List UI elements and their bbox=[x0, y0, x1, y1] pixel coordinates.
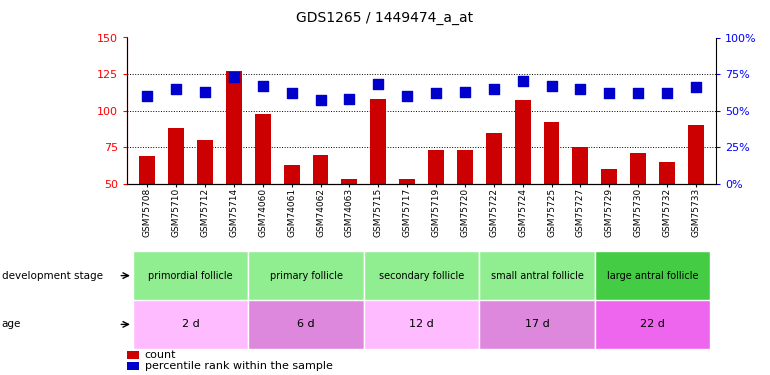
Text: count: count bbox=[145, 350, 176, 360]
Text: large antral follicle: large antral follicle bbox=[607, 271, 698, 280]
Point bbox=[141, 93, 153, 99]
Text: GDS1265 / 1449474_a_at: GDS1265 / 1449474_a_at bbox=[296, 11, 474, 25]
Bar bbox=[630, 153, 646, 184]
Bar bbox=[283, 165, 300, 184]
Bar bbox=[514, 100, 531, 184]
Bar bbox=[248, 251, 364, 300]
Bar bbox=[659, 162, 675, 184]
Text: 2 d: 2 d bbox=[182, 320, 199, 329]
Point bbox=[256, 83, 269, 89]
Bar bbox=[133, 251, 248, 300]
Bar bbox=[544, 122, 560, 184]
Point bbox=[401, 93, 413, 99]
Bar bbox=[479, 251, 595, 300]
Bar bbox=[133, 300, 248, 349]
Bar bbox=[364, 300, 479, 349]
Point bbox=[430, 90, 442, 96]
Bar bbox=[370, 99, 387, 184]
Point bbox=[574, 86, 587, 92]
Point bbox=[372, 81, 384, 87]
Text: percentile rank within the sample: percentile rank within the sample bbox=[145, 361, 333, 371]
Bar bbox=[428, 150, 444, 184]
Point bbox=[314, 98, 326, 104]
Text: age: age bbox=[2, 320, 21, 329]
Bar bbox=[341, 179, 357, 184]
Text: development stage: development stage bbox=[2, 271, 102, 280]
Point bbox=[170, 86, 182, 92]
Bar bbox=[127, 362, 139, 370]
Point bbox=[487, 86, 500, 92]
Bar bbox=[399, 179, 415, 184]
Text: small antral follicle: small antral follicle bbox=[490, 271, 584, 280]
Bar bbox=[364, 251, 479, 300]
Text: 22 d: 22 d bbox=[640, 320, 665, 329]
Text: primordial follicle: primordial follicle bbox=[149, 271, 233, 280]
Point bbox=[603, 90, 615, 96]
Point bbox=[632, 90, 644, 96]
Bar bbox=[601, 169, 618, 184]
Bar bbox=[127, 351, 139, 359]
Bar bbox=[197, 140, 213, 184]
Point bbox=[459, 88, 471, 94]
Point bbox=[545, 83, 557, 89]
Text: secondary follicle: secondary follicle bbox=[379, 271, 464, 280]
Point bbox=[690, 84, 702, 90]
Text: 12 d: 12 d bbox=[409, 320, 434, 329]
Bar bbox=[255, 114, 271, 184]
Bar bbox=[486, 133, 502, 184]
Bar bbox=[479, 300, 595, 349]
Text: 17 d: 17 d bbox=[524, 320, 550, 329]
Text: primary follicle: primary follicle bbox=[270, 271, 343, 280]
Point bbox=[661, 90, 673, 96]
Bar bbox=[688, 125, 704, 184]
Bar bbox=[457, 150, 473, 184]
Text: 6 d: 6 d bbox=[297, 320, 315, 329]
Point bbox=[343, 96, 356, 102]
Point bbox=[199, 88, 211, 94]
Bar bbox=[313, 154, 329, 184]
Point bbox=[228, 74, 240, 80]
Bar bbox=[226, 71, 242, 184]
Point bbox=[517, 78, 529, 84]
Bar bbox=[572, 147, 588, 184]
Bar bbox=[168, 128, 184, 184]
Bar bbox=[595, 300, 711, 349]
Point bbox=[286, 90, 298, 96]
Bar bbox=[248, 300, 364, 349]
Bar bbox=[139, 156, 156, 184]
Bar bbox=[595, 251, 711, 300]
